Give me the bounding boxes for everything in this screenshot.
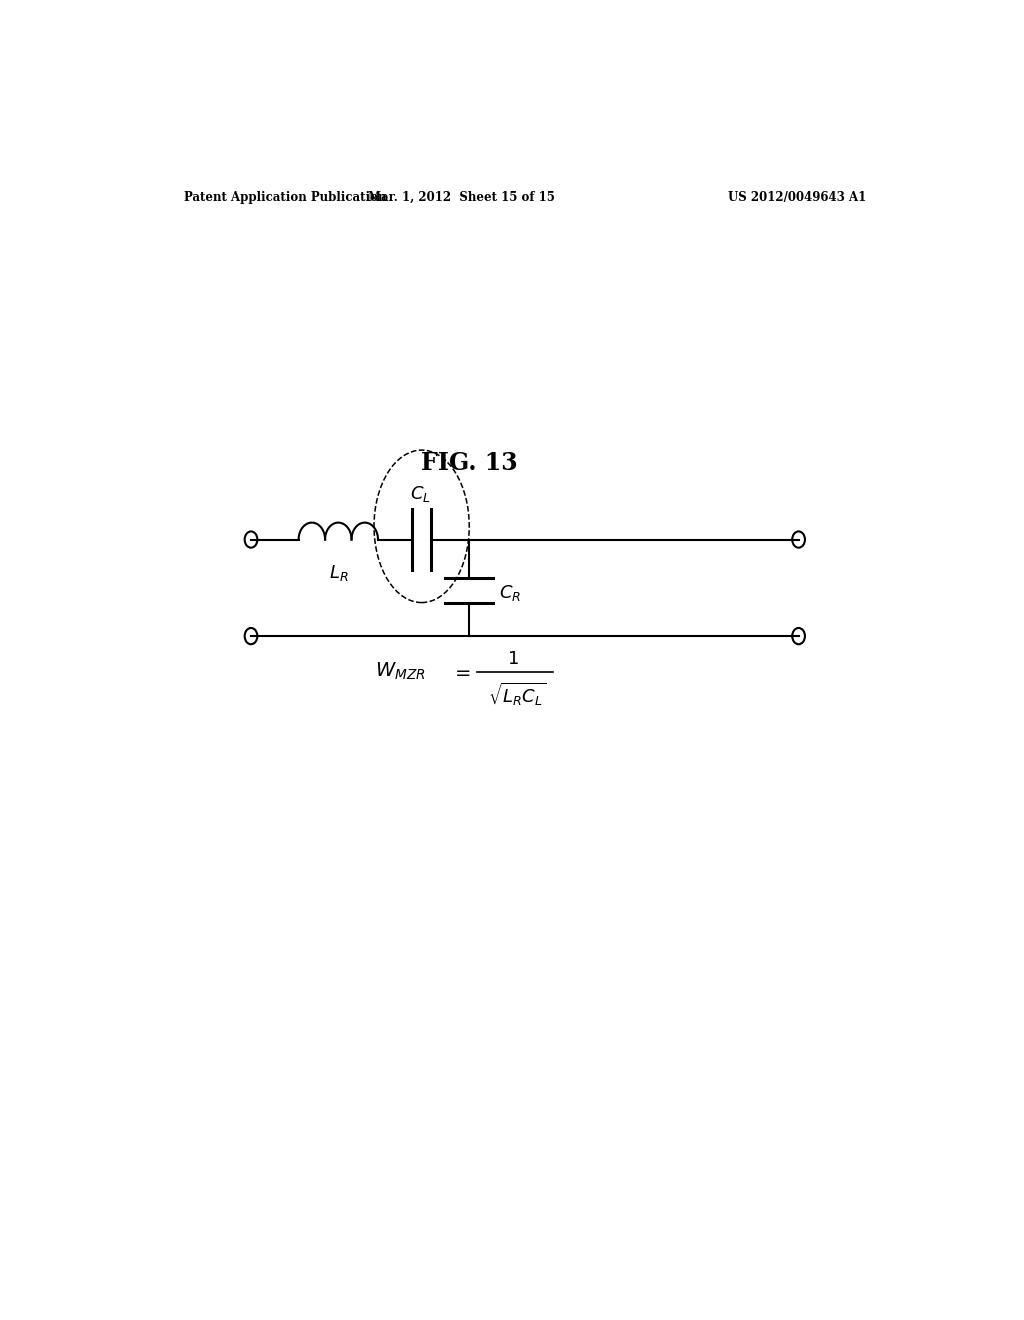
Text: $L_R$: $L_R$: [329, 562, 348, 583]
Text: $W_{MZR}$: $W_{MZR}$: [375, 661, 426, 682]
Text: FIG. 13: FIG. 13: [421, 451, 517, 475]
Text: $C_L$: $C_L$: [410, 484, 430, 504]
Text: $=$: $=$: [452, 663, 471, 681]
Text: US 2012/0049643 A1: US 2012/0049643 A1: [728, 191, 866, 203]
Text: $1$: $1$: [507, 651, 519, 668]
Text: $\sqrt{L_R C_L}$: $\sqrt{L_R C_L}$: [487, 680, 546, 708]
Text: Mar. 1, 2012  Sheet 15 of 15: Mar. 1, 2012 Sheet 15 of 15: [368, 191, 555, 203]
Text: $C_R$: $C_R$: [500, 583, 521, 603]
Text: Patent Application Publication: Patent Application Publication: [183, 191, 386, 203]
